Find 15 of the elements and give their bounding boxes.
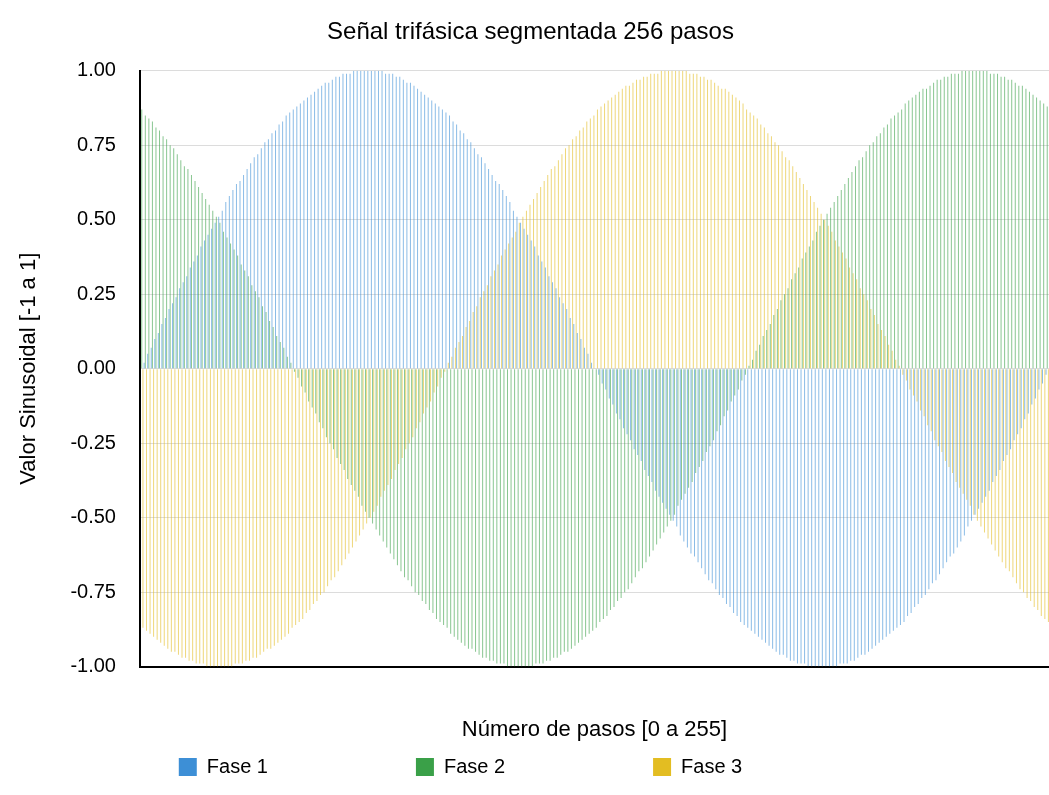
legend-label: Fase 2 (443, 754, 646, 777)
y-tick-label: 0.00 (77, 356, 116, 379)
y-tick-label: 0.25 (77, 281, 116, 304)
y-tick-label: 0.50 (77, 207, 116, 230)
y-tick-label: -0.50 (70, 505, 116, 528)
y-axis-title: Valor Sinusoidal [-1 a 1] (15, 252, 41, 485)
chart-title: Señal trifásica segmentada 256 pasos (327, 17, 734, 45)
legend-label: Fase 3 (681, 754, 883, 777)
x-axis-title: Número de pasos [0 a 255] (461, 715, 728, 741)
y-tick-label: 1.00 (77, 58, 116, 81)
y-tick-label: -1.00 (70, 654, 116, 677)
y-tick-label: 0.75 (77, 132, 116, 155)
legend-label: Fase 1 (206, 754, 408, 777)
y-tick-label: -0.25 (70, 430, 116, 453)
y-tick-label: -0.75 (70, 579, 116, 602)
